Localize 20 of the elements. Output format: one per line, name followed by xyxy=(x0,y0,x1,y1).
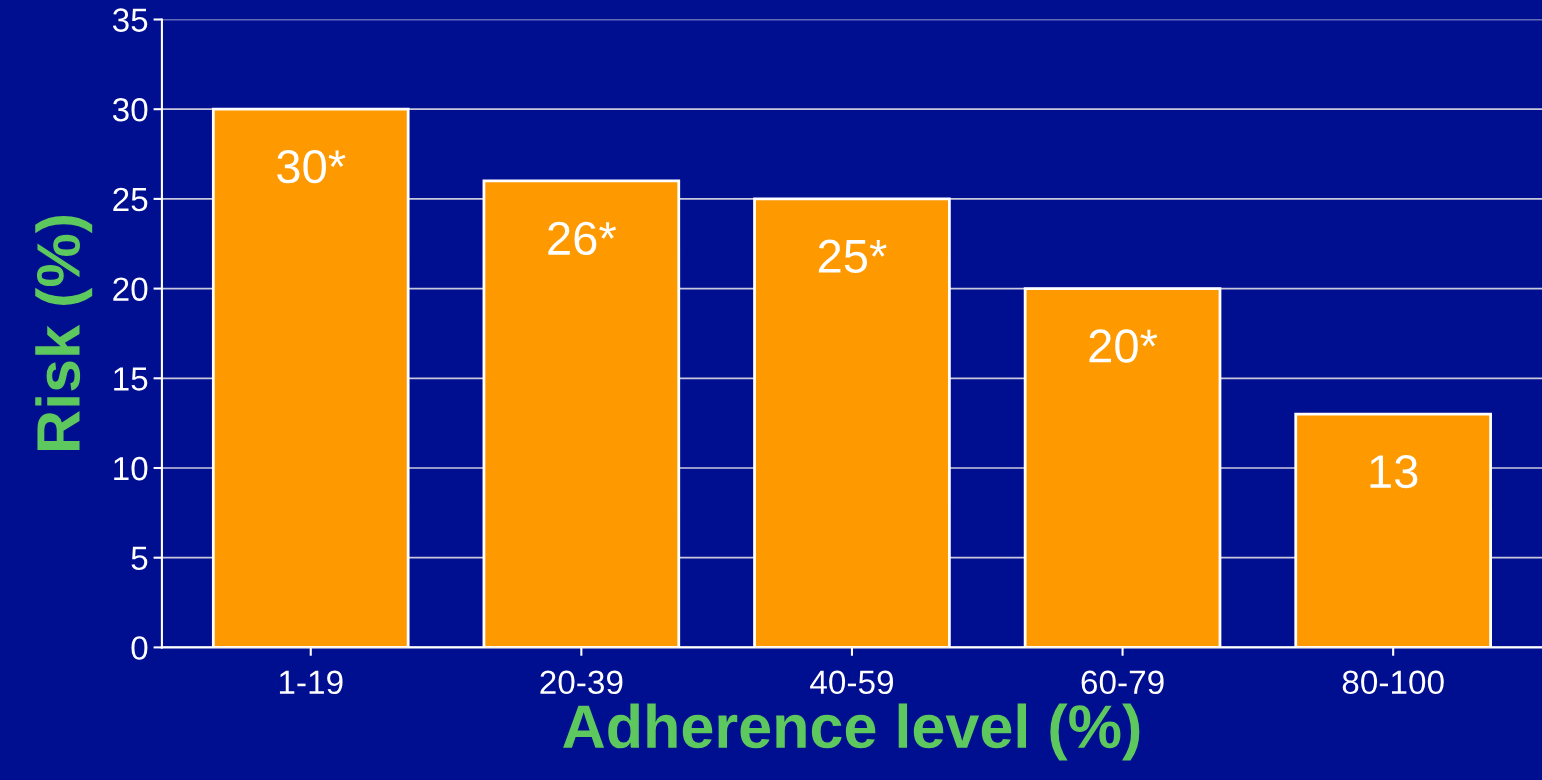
x-tick-label: 60-79 xyxy=(1081,670,1164,695)
x-tick-label: 1-19 xyxy=(279,670,343,695)
data-label: 25* xyxy=(818,239,887,274)
y-tick-label: 25 xyxy=(113,187,148,212)
x-tick-label: 80-100 xyxy=(1342,670,1444,695)
x-axis-title: Adherence level (%) xyxy=(563,703,1140,761)
y-tick-label: 35 xyxy=(112,8,148,32)
y-tick-label: 10 xyxy=(114,456,148,481)
data-label: 13 xyxy=(1370,454,1418,489)
data-label: 30* xyxy=(277,149,346,184)
y-tick-label: 5 xyxy=(131,546,148,571)
x-tick-label: 40-59 xyxy=(810,670,894,695)
data-label: 20* xyxy=(1089,329,1158,363)
y-tick-label: 0 xyxy=(131,636,148,660)
x-tick-label: 20-39 xyxy=(540,670,623,695)
y-tick-label: 20 xyxy=(113,277,148,302)
y-tick-label: 30 xyxy=(112,98,148,122)
data-label: 26* xyxy=(548,221,617,256)
y-axis-title: Risk (%) xyxy=(35,215,93,450)
y-tick-label: 15 xyxy=(114,367,148,391)
